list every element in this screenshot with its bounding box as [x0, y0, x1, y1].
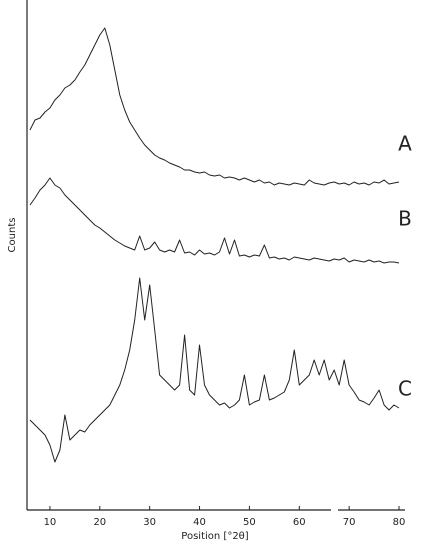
x-tick-label: 80: [393, 517, 406, 528]
x-tick-label: 20: [93, 517, 106, 528]
x-tick-label: 10: [44, 517, 57, 528]
series-label: A: [398, 132, 412, 156]
series-label: B: [398, 207, 412, 231]
series-line: [29, 27, 400, 186]
y-axis-label: Counts: [7, 218, 18, 253]
x-tick-label: 50: [243, 517, 256, 528]
x-tick-label: 70: [343, 517, 356, 528]
x-axis-label: Position [°2θ]: [181, 531, 248, 542]
x-tick-label: 60: [293, 517, 306, 528]
series-line: [29, 277, 400, 463]
series-label: C: [398, 377, 412, 401]
x-tick-label: 30: [143, 517, 156, 528]
x-tick-label: 40: [193, 517, 206, 528]
series-line: [29, 177, 400, 264]
